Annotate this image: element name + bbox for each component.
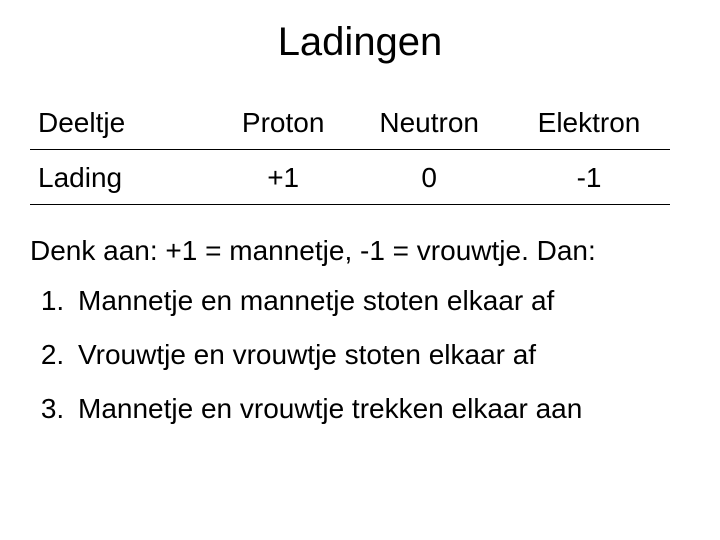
charges-table: Deeltje Proton Neutron Elektron Lading +… [30, 95, 670, 205]
cell-charge-proton: +1 [216, 150, 350, 205]
cell-proton: Proton [216, 95, 350, 150]
row-label-particle: Deeltje [30, 95, 216, 150]
page-title: Ladingen [30, 20, 690, 65]
table-row: Deeltje Proton Neutron Elektron [30, 95, 670, 150]
table-row: Lading +1 0 -1 [30, 150, 670, 205]
row-label-charge: Lading [30, 150, 216, 205]
cell-charge-electron: -1 [508, 150, 670, 205]
cell-electron: Elektron [508, 95, 670, 150]
slide: Ladingen Deeltje Proton Neutron Elektron… [0, 0, 720, 540]
list-item: Vrouwtje en vrouwtje stoten elkaar af [72, 339, 690, 371]
cell-charge-neutron: 0 [350, 150, 508, 205]
list-item: Mannetje en mannetje stoten elkaar af [72, 285, 690, 317]
rules-list: Mannetje en mannetje stoten elkaar af Vr… [44, 285, 690, 425]
mnemonic-intro: Denk aan: +1 = mannetje, -1 = vrouwtje. … [30, 235, 690, 267]
cell-neutron: Neutron [350, 95, 508, 150]
list-item: Mannetje en vrouwtje trekken elkaar aan [72, 393, 690, 425]
